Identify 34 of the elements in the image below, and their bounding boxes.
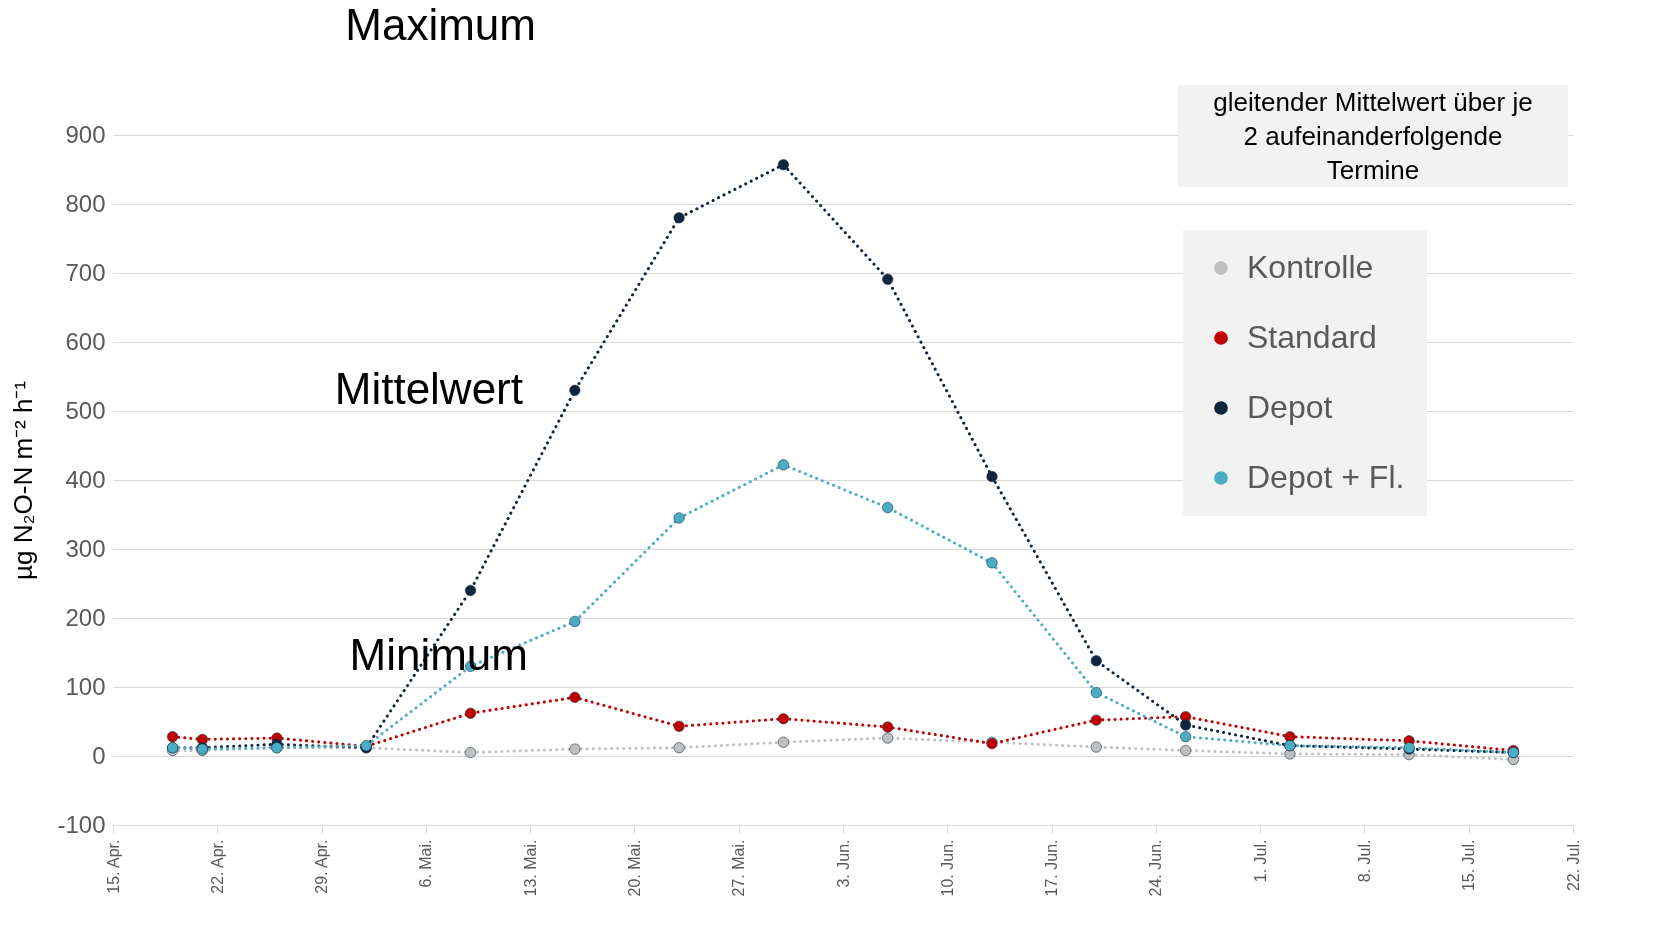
- legend-label: Depot + Fl.: [1247, 459, 1405, 495]
- y-tick-label: 600: [65, 327, 106, 355]
- annotation: Mittelwert: [334, 364, 523, 413]
- x-tick-label: 15. Jul.: [1460, 839, 1478, 892]
- x-tick-label: 6. Mai.: [417, 839, 435, 888]
- x-tick-label: 27. Mai.: [730, 839, 748, 897]
- legend-label: Standard: [1247, 319, 1377, 355]
- x-tick-label: 22. Apr.: [208, 839, 226, 894]
- x-tick-label: 24. Jun.: [1147, 839, 1165, 897]
- x-tick-label: 8. Jul.: [1355, 839, 1373, 883]
- y-tick-label: 700: [65, 258, 106, 286]
- x-tick-label: 10. Jun.: [938, 839, 956, 897]
- y-tick-label: 0: [92, 741, 106, 769]
- x-tick-label: 17. Jun.: [1043, 839, 1061, 897]
- x-tick-label: 29. Apr.: [313, 839, 331, 894]
- y-tick-label: 900: [65, 120, 106, 148]
- legend-label: Kontrolle: [1247, 249, 1374, 285]
- y-tick-label: 300: [65, 534, 106, 562]
- y-axis-title: µg N₂O-N m⁻² h⁻¹: [8, 380, 39, 581]
- x-tick-label: 15. Apr.: [104, 839, 122, 894]
- x-tick-label: 3. Jun.: [834, 839, 852, 888]
- x-tick-label: 22. Jul.: [1564, 839, 1582, 892]
- y-tick-label: 400: [65, 465, 106, 493]
- y-tick-label: 200: [65, 603, 106, 631]
- y-tick-label: 500: [65, 396, 106, 424]
- x-tick-label: 1. Jul.: [1251, 839, 1269, 883]
- annotation: gleitender Mittelwert über je 2 aufeinanderfolgende Termine: [1213, 87, 1533, 185]
- y-tick-label: 800: [65, 189, 106, 217]
- legend-label: Depot: [1247, 389, 1333, 425]
- x-tick-label: 20. Mai.: [625, 839, 643, 897]
- y-tick-label: 100: [65, 672, 106, 700]
- y-tick-label: -100: [57, 810, 106, 838]
- text: Maximum: [345, 0, 536, 49]
- x-tick-label: 13. Mai.: [521, 839, 539, 897]
